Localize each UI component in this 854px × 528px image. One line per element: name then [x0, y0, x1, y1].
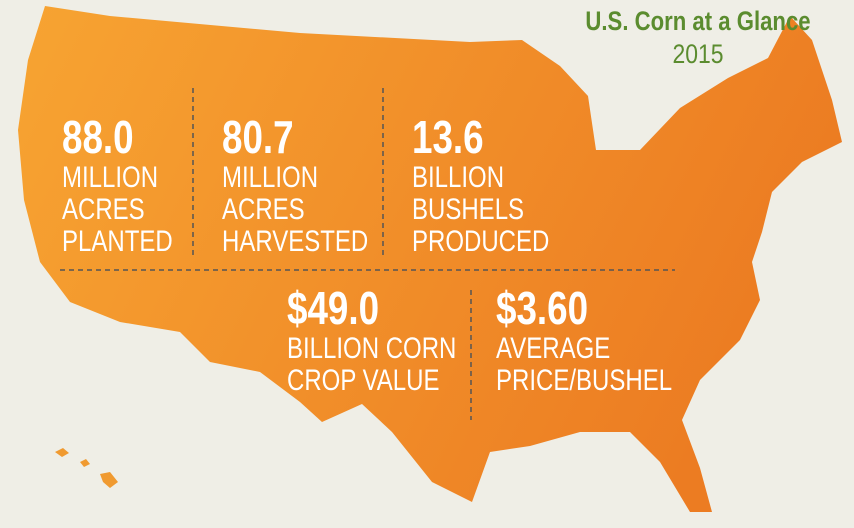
alaska-islands	[55, 448, 118, 488]
stat-label: MILLION	[62, 161, 159, 194]
title: U.S. Corn at a Glance	[585, 6, 811, 36]
stat-value: $49.0	[287, 282, 380, 334]
subtitle: 2015	[672, 39, 724, 69]
stat-label: PRICE/BUSHEL	[496, 364, 673, 397]
stat-label: BILLION CORN	[287, 332, 457, 365]
stat-label: HARVESTED	[222, 225, 369, 258]
title-block: U.S. Corn at a Glance 2015	[560, 6, 836, 70]
stat: 80.7 MILLION ACRES HARVESTED	[222, 112, 368, 258]
stat: 88.0 MILLION ACRES PLANTED	[62, 112, 173, 258]
stat: $49.0 BILLION CORN CROP VALUE	[287, 283, 456, 397]
stat-label: BILLION	[412, 161, 505, 194]
stat: 13.6 BILLION BUSHELS PRODUCED	[412, 112, 549, 258]
stat-value: 88.0	[62, 111, 134, 163]
stat-label: ACRES	[62, 193, 145, 226]
stat-label: PRODUCED	[412, 225, 550, 258]
stat-label: ACRES	[222, 193, 305, 226]
dividers	[60, 88, 675, 420]
stat-label: MILLION	[222, 161, 319, 194]
stat-value: 13.6	[412, 111, 484, 163]
stat-label: AVERAGE	[496, 332, 611, 365]
stat-value: $3.60	[496, 282, 589, 334]
stat-label: CROP VALUE	[287, 364, 440, 397]
stat-label: PLANTED	[62, 225, 173, 258]
stat-label: BUSHELS	[412, 193, 525, 226]
stat-value: 80.7	[222, 111, 294, 163]
map-shape	[18, 6, 842, 512]
stat: $3.60 AVERAGE PRICE/BUSHEL	[496, 283, 672, 397]
